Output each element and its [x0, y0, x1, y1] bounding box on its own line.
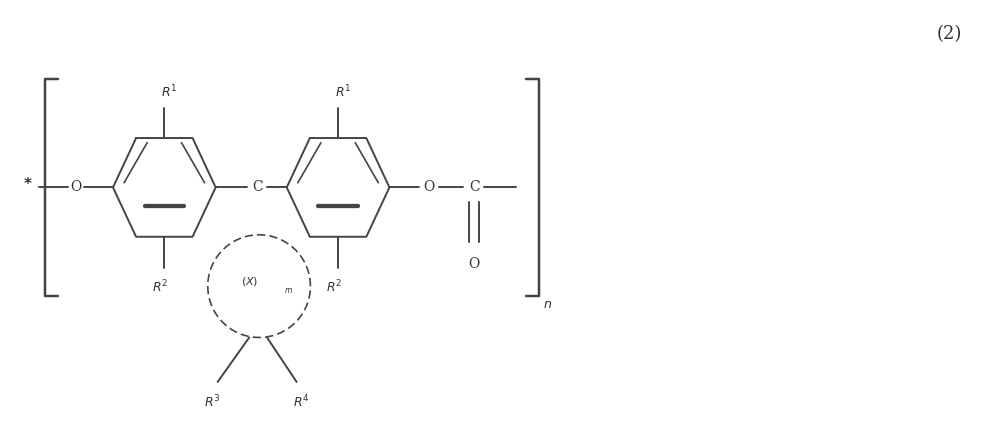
Text: $R^1$: $R^1$: [335, 84, 351, 101]
Text: $_{m}$: $_{m}$: [284, 286, 293, 296]
Text: C: C: [469, 180, 480, 194]
Text: O: O: [469, 257, 480, 271]
Text: (2): (2): [937, 25, 962, 43]
Text: O: O: [423, 180, 435, 194]
Text: $(X)$: $(X)$: [241, 275, 258, 288]
Text: $R^3$: $R^3$: [204, 394, 221, 410]
Text: $R^4$: $R^4$: [293, 394, 310, 410]
Text: *: *: [24, 177, 32, 192]
Text: C: C: [252, 180, 262, 194]
Text: O: O: [70, 180, 81, 194]
Text: $R^2$: $R^2$: [152, 278, 168, 295]
Text: $R^1$: $R^1$: [161, 84, 177, 101]
Text: $n$: $n$: [543, 298, 552, 311]
Text: $R^2$: $R^2$: [326, 278, 342, 295]
